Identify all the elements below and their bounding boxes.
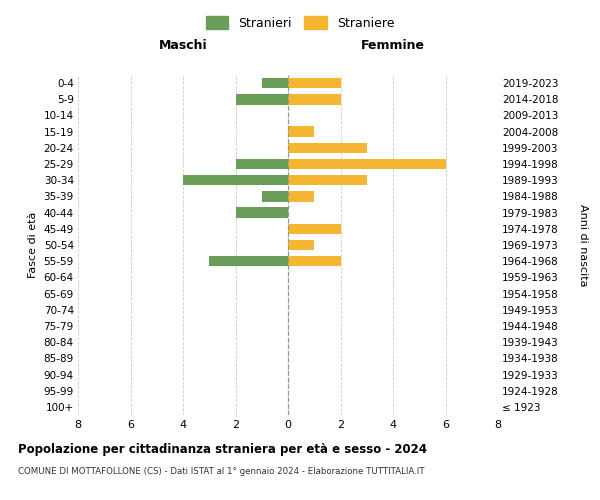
Legend: Stranieri, Straniere: Stranieri, Straniere bbox=[201, 11, 399, 35]
Bar bbox=[288, 78, 341, 88]
Bar bbox=[288, 191, 314, 202]
Bar bbox=[288, 94, 341, 104]
Bar bbox=[262, 78, 288, 88]
Bar bbox=[235, 208, 288, 218]
Bar bbox=[288, 126, 314, 137]
Bar bbox=[235, 159, 288, 170]
Bar bbox=[262, 191, 288, 202]
Bar bbox=[288, 224, 341, 234]
Text: COMUNE DI MOTTAFOLLONE (CS) - Dati ISTAT al 1° gennaio 2024 - Elaborazione TUTTI: COMUNE DI MOTTAFOLLONE (CS) - Dati ISTAT… bbox=[18, 468, 425, 476]
Bar bbox=[288, 159, 445, 170]
Text: Popolazione per cittadinanza straniera per età e sesso - 2024: Popolazione per cittadinanza straniera p… bbox=[18, 442, 427, 456]
Bar bbox=[288, 142, 367, 153]
Bar bbox=[209, 256, 288, 266]
Bar bbox=[288, 256, 341, 266]
Y-axis label: Anni di nascita: Anni di nascita bbox=[578, 204, 589, 286]
Bar bbox=[288, 175, 367, 186]
Text: Maschi: Maschi bbox=[158, 40, 208, 52]
Bar bbox=[235, 94, 288, 104]
Y-axis label: Fasce di età: Fasce di età bbox=[28, 212, 38, 278]
Bar bbox=[183, 175, 288, 186]
Text: Femmine: Femmine bbox=[361, 40, 425, 52]
Bar bbox=[288, 240, 314, 250]
